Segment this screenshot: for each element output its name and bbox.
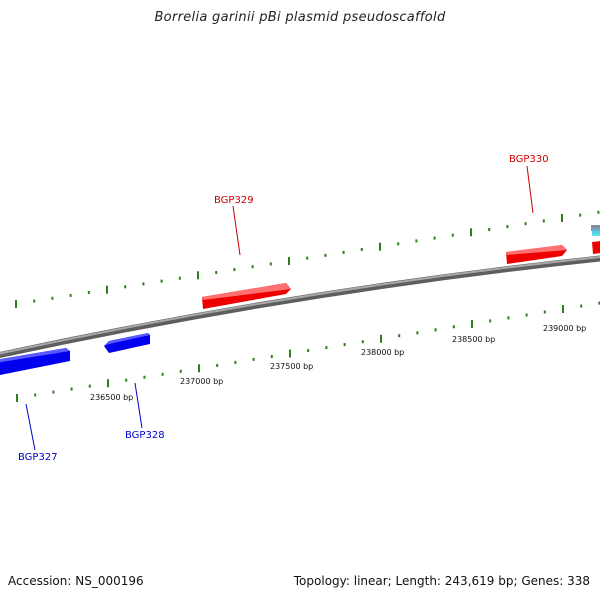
leader-bgp327	[25, 403, 36, 451]
gene-arrow-bgp327[interactable]	[0, 348, 70, 376]
leader-bgp330	[526, 165, 534, 214]
tick-row-lower	[16, 301, 600, 402]
gene-arrow-bgp330[interactable]	[506, 245, 567, 264]
scale-label-237000: 237000 bp	[180, 377, 223, 386]
leader-bgp328	[134, 382, 143, 429]
scale-label-238500: 238500 bp	[452, 335, 495, 344]
plasmid-backbone	[0, 255, 600, 358]
gene-arrow-bgp329[interactable]	[202, 283, 291, 309]
gene-arrow-edge-forward[interactable]	[592, 241, 600, 254]
gene-label-bgp327: BGP327	[18, 452, 58, 463]
tick-row-upper	[15, 210, 600, 308]
gene-arrow-bgp328[interactable]	[104, 333, 150, 353]
gene-label-bgp329: BGP329	[214, 195, 254, 206]
gene-arrow-edge-stack[interactable]	[591, 225, 600, 236]
topology-summary: Topology: linear; Length: 243,619 bp; Ge…	[293, 574, 590, 588]
scale-label-239000: 239000 bp	[543, 324, 586, 333]
leader-bgp329	[232, 205, 241, 256]
scale-label-236500: 236500 bp	[90, 393, 133, 402]
accession-label: Accession: NS_000196	[8, 574, 144, 588]
scale-label-237500: 237500 bp	[270, 362, 313, 371]
gene-label-bgp328: BGP328	[125, 430, 165, 441]
scale-label-238000: 238000 bp	[361, 348, 404, 357]
gene-label-bgp330: BGP330	[509, 154, 549, 165]
tick-layer	[15, 210, 600, 402]
map-title: Borrelia garinii pBi plasmid pseudoscaff…	[154, 10, 446, 25]
